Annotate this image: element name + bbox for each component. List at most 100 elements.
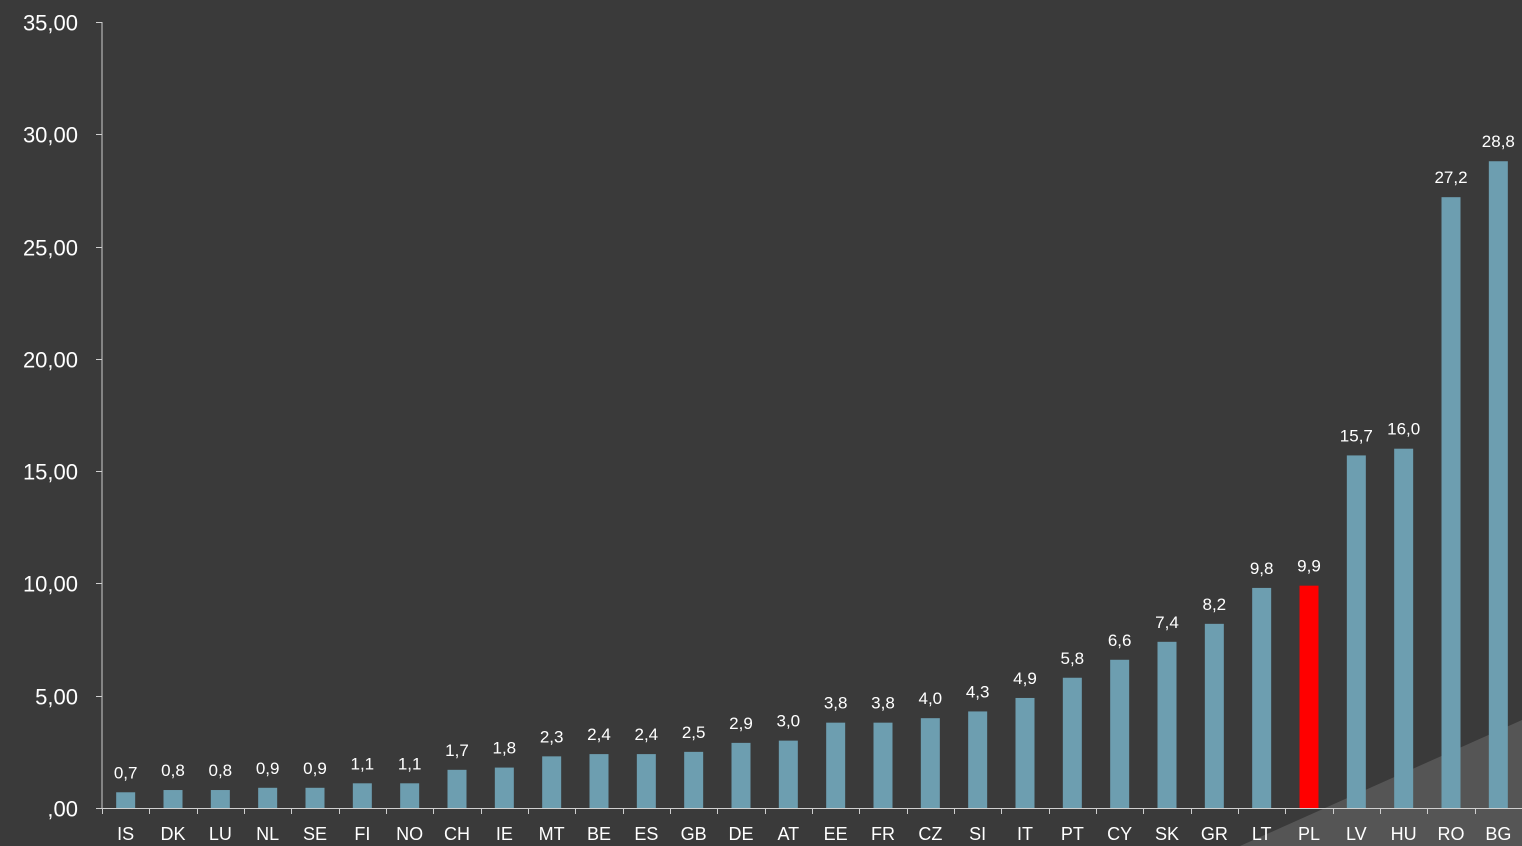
y-axis: ,00 5,00 10,00 15,00 20,00 25,00 30,00 35,00: [23, 11, 103, 822]
bar-ch: [447, 769, 467, 808]
x-tick-label-lt: LT: [1252, 824, 1272, 844]
y-tick-label: ,00: [47, 797, 78, 822]
bar-lu: [210, 790, 230, 808]
data-label-pt: 5,8: [1061, 649, 1085, 668]
bar-de: [731, 742, 751, 808]
data-label-dk: 0,8: [161, 761, 185, 780]
data-label-lt: 9,8: [1250, 559, 1274, 578]
x-axis: IS DK LU NL SE FI NO CH IE MT BE ES GB DE AT EE FR CZ SI IT…: [102, 808, 1522, 844]
y-tick-label: 20,00: [23, 348, 78, 373]
bar-is: [116, 792, 136, 808]
data-label-de: 2,9: [729, 714, 753, 733]
x-tick-label-dk: DK: [160, 824, 185, 844]
x-tick-label-ie: IE: [496, 824, 513, 844]
x-tick-label-hu: HU: [1391, 824, 1417, 844]
x-tick-label-lu: LU: [209, 824, 232, 844]
bar-be: [589, 754, 609, 808]
data-label-cy: 6,6: [1108, 631, 1132, 650]
data-label-ee: 3,8: [824, 694, 848, 713]
y-tick-label: 10,00: [23, 572, 78, 597]
data-label-pl: 9,9: [1297, 557, 1321, 576]
x-tick-label-at: AT: [777, 824, 799, 844]
x-tick-label-no: NO: [396, 824, 423, 844]
bar-gr: [1204, 623, 1224, 808]
bar-si: [968, 711, 988, 808]
x-tick-label-pt: PT: [1061, 824, 1084, 844]
data-label-bg: 28,8: [1482, 132, 1515, 151]
data-label-mt: 2,3: [540, 727, 564, 746]
x-tick-label-lv: LV: [1346, 824, 1367, 844]
x-tick-label-it: IT: [1017, 824, 1033, 844]
x-tick-label-ch: CH: [444, 824, 470, 844]
data-labels: 0,7 0,8 0,8 0,9 0,9 1,1 1,1 1,7 1,8 2,3 2,4 2,4 2,5 2…: [114, 132, 1515, 782]
data-label-ro: 27,2: [1434, 168, 1467, 187]
x-tick-label-se: SE: [303, 824, 327, 844]
x-tick-label-gr: GR: [1201, 824, 1228, 844]
x-tick-label-de: DE: [728, 824, 753, 844]
x-tick-label-si: SI: [969, 824, 986, 844]
bar-lt: [1252, 587, 1272, 808]
data-label-hu: 16,0: [1387, 420, 1420, 439]
data-label-lu: 0,8: [209, 761, 233, 780]
data-label-fr: 3,8: [871, 694, 895, 713]
bar-ee: [826, 722, 846, 808]
bars: [116, 161, 1508, 809]
x-tick-label-nl: NL: [256, 824, 279, 844]
data-label-it: 4,9: [1013, 669, 1037, 688]
data-label-si: 4,3: [966, 682, 990, 701]
bar-cz: [920, 718, 940, 808]
data-label-no: 1,1: [398, 754, 422, 773]
data-label-be: 2,4: [587, 725, 611, 744]
bar-at: [778, 740, 798, 808]
y-tick-label: 35,00: [23, 11, 78, 36]
x-tick-label-sk: SK: [1155, 824, 1179, 844]
data-label-nl: 0,9: [256, 759, 280, 778]
x-tick-label-pl: PL: [1298, 824, 1320, 844]
y-tick-label: 5,00: [35, 685, 78, 710]
data-label-es: 2,4: [635, 725, 659, 744]
data-label-gr: 8,2: [1203, 595, 1227, 614]
bar-lv: [1346, 455, 1366, 808]
corner-shade-decoration: [1240, 720, 1522, 846]
data-label-ie: 1,8: [493, 739, 517, 758]
bar-ro: [1441, 197, 1461, 809]
x-tick-label-ro: RO: [1438, 824, 1465, 844]
bar-se: [305, 787, 325, 808]
data-label-ch: 1,7: [445, 741, 469, 760]
data-label-gb: 2,5: [682, 723, 706, 742]
x-tick-label-gb: GB: [681, 824, 707, 844]
x-tick-label-es: ES: [634, 824, 658, 844]
bar-pt: [1062, 677, 1082, 808]
x-tick-label-is: IS: [117, 824, 134, 844]
bar-mt: [542, 756, 562, 808]
bar-fi: [352, 783, 372, 808]
bar-no: [400, 783, 420, 808]
y-tick-label: 25,00: [23, 236, 78, 261]
data-label-cz: 4,0: [919, 689, 943, 708]
data-label-se: 0,9: [303, 759, 327, 778]
data-label-fi: 1,1: [351, 754, 375, 773]
bar-ie: [494, 767, 514, 808]
x-tick-label-fr: FR: [871, 824, 895, 844]
x-tick-label-bg: BG: [1485, 824, 1511, 844]
bar-bg: [1488, 161, 1508, 809]
bar-dk: [163, 790, 183, 808]
bar-es: [636, 754, 656, 808]
data-label-sk: 7,4: [1155, 613, 1179, 632]
x-tick-label-ee: EE: [824, 824, 848, 844]
x-tick-label-cz: CZ: [918, 824, 942, 844]
bar-cy: [1110, 659, 1130, 808]
y-tick-label: 30,00: [23, 123, 78, 148]
x-tick-label-mt: MT: [539, 824, 565, 844]
y-tick-label: 15,00: [23, 460, 78, 485]
bar-gb: [684, 751, 704, 808]
data-label-is: 0,7: [114, 763, 138, 782]
x-tick-label-be: BE: [587, 824, 611, 844]
bar-it: [1015, 697, 1035, 808]
bar-nl: [258, 787, 278, 808]
x-tick-label-fi: FI: [354, 824, 370, 844]
data-label-at: 3,0: [777, 712, 801, 731]
bar-fr: [873, 722, 893, 808]
data-label-lv: 15,7: [1340, 426, 1373, 445]
